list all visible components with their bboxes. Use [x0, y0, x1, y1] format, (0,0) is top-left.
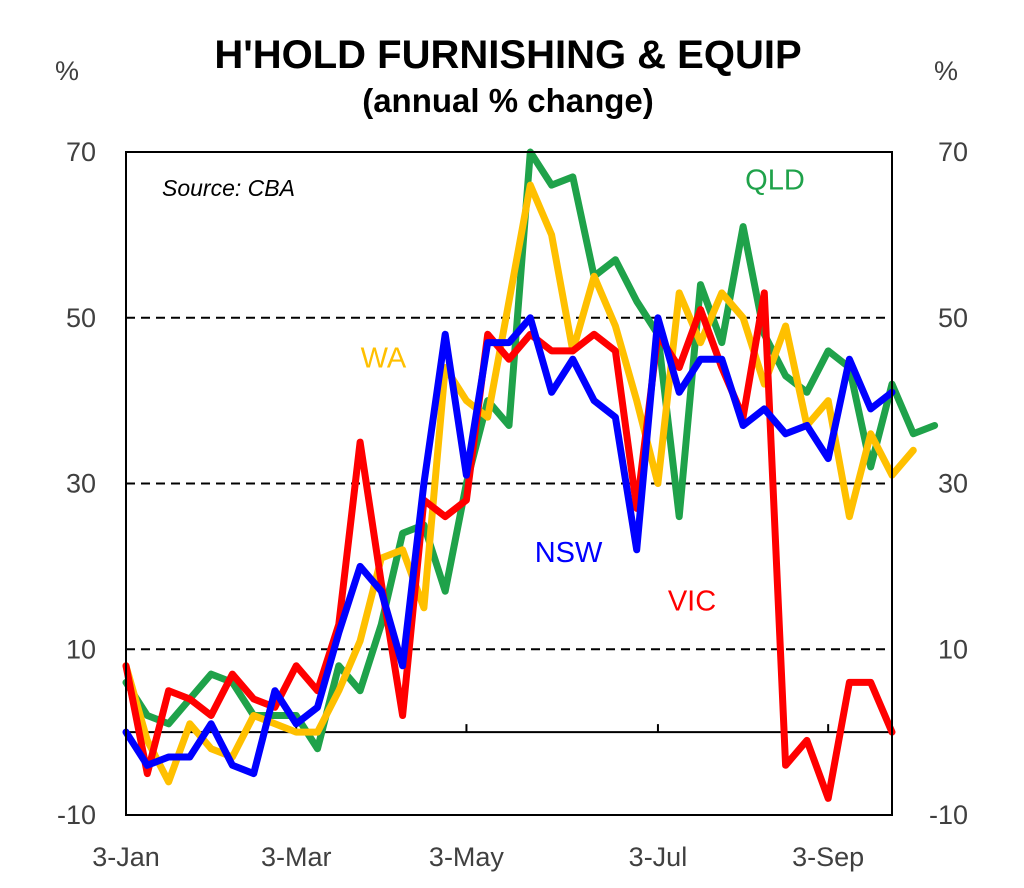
x-tick-3-jan: 3-Jan [92, 842, 160, 872]
y-tick-left-70: 70 [66, 137, 96, 167]
series-line-nsw [122, 314, 896, 778]
source-note: Source: CBA [162, 175, 295, 201]
series-label-vic: VIC [668, 585, 716, 617]
right-unit-label: % [934, 56, 958, 86]
y-tick-right-70: 70 [938, 137, 968, 167]
x-tick-3-may: 3-May [429, 842, 505, 872]
x-tick-3-mar: 3-Mar [261, 842, 332, 872]
left-unit-label: % [55, 56, 79, 86]
y-tick-left-30: 30 [66, 469, 96, 499]
plot-area: -10 -10 10 10 30 30 50 50 70 70 3-Jan 3-Mar 3-May 3-J… [57, 137, 968, 872]
series-line-vic [122, 289, 896, 802]
y-tick-right--10: -10 [929, 800, 968, 830]
y-tick-left-10: 10 [66, 634, 96, 664]
y-tick-left--10: -10 [57, 800, 96, 830]
y-tick-right-10: 10 [938, 634, 968, 664]
plot-frame [125, 151, 893, 816]
series-label-nsw: NSW [535, 537, 603, 569]
series-line-qld [122, 148, 939, 753]
y-tick-left-50: 50 [66, 303, 96, 333]
y-tick-right-30: 30 [938, 469, 968, 499]
x-tick-3-jul: 3-Jul [629, 842, 688, 872]
x-tick-3-sep: 3-Sep [792, 842, 864, 872]
series-line-wa [122, 181, 917, 786]
chart-subtitle: (annual % change) [362, 82, 654, 119]
y-tick-right-50: 50 [938, 303, 968, 333]
chart-title: H'HOLD FURNISHING & EQUIP [214, 33, 801, 77]
series-label-wa: WA [361, 342, 407, 374]
series-label-qld: QLD [745, 164, 805, 196]
